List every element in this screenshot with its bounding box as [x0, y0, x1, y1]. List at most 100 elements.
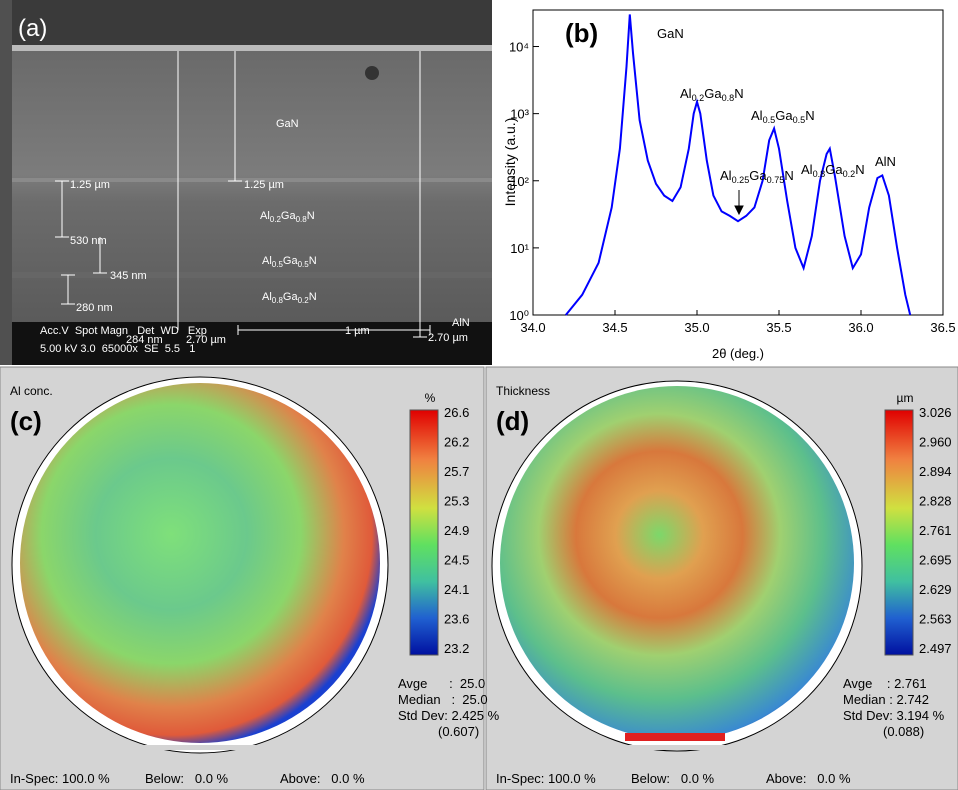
peak-label: Al0.25Ga0.75N [720, 168, 794, 185]
peak-label-part: Ga [704, 86, 722, 101]
peak-label-part: N [805, 108, 814, 123]
measure: 280 nm [76, 302, 113, 314]
scale-bar-label: 1 µm [345, 325, 370, 337]
layer-label: Al0.2Ga0.8N [260, 210, 315, 224]
layer-label: Al0.5Ga0.5N [262, 255, 317, 269]
y-tick-label: 10⁴ [509, 40, 529, 55]
measure: 2.70 µm [186, 334, 226, 346]
peak-label-part: Al [751, 108, 763, 123]
x-tick-label: 36.0 [848, 320, 873, 335]
measure: 284 nm [126, 334, 163, 346]
map-title: Thickness [496, 384, 550, 398]
peak-label: Al0.8Ga0.2N [801, 162, 865, 179]
scale-label: 2.497 [919, 641, 952, 656]
scale-label: 23.2 [444, 641, 469, 656]
scale-label: 2.960 [919, 435, 952, 450]
color-bar [409, 409, 439, 656]
stat: Avge : 2.761 [843, 676, 927, 691]
measure: 2.70 µm [428, 332, 468, 344]
footer: Below: 0.0 % [631, 771, 715, 786]
footer: Above: 0.0 % [280, 771, 365, 786]
scale-label: 26.6 [444, 405, 469, 420]
sem-info-bar [12, 322, 492, 365]
scale-label: 2.629 [919, 582, 952, 597]
stat: Median : 2.742 [843, 692, 929, 707]
xrd-panel: (b) 2θ (deg.) Intensity (a.u.) 34.0 34.5 3… [502, 9, 956, 361]
footer: Below: 0.0 % [145, 771, 229, 786]
scale-label: 25.3 [444, 494, 469, 509]
scale-label: 25.7 [444, 464, 469, 479]
stat: Median : 25.0 [398, 692, 488, 707]
y-axis-title: Intensity (a.u.) [502, 118, 518, 207]
unit: % [425, 391, 436, 405]
peak-label-part: N [734, 86, 743, 101]
wafer-flat [20, 745, 380, 750]
measure: 1.25 µm [244, 179, 284, 191]
sem-measure-lines [55, 51, 431, 338]
peak-label-part: Al [680, 86, 692, 101]
x-tick-label: 36.5 [930, 320, 955, 335]
map-title: Al conc. [10, 384, 53, 398]
map-panel [0, 366, 958, 790]
sem-panel: (a) GaN Al0.2Ga0.8N Al0.5Ga0.5N Al0.8Ga0… [0, 0, 492, 365]
peak-label-part: N [784, 168, 793, 183]
peak-label-part: 0.2 [692, 93, 705, 103]
x-axis-title: 2θ (deg.) [712, 346, 764, 361]
sem-interface [12, 272, 492, 278]
peak-label-part: Ga [749, 168, 767, 183]
scale-label: 2.894 [919, 464, 952, 479]
panel-label: (b) [565, 18, 598, 48]
sem-info: Acc.V Spot Magn Det WD Exp [40, 325, 207, 337]
arrow [734, 190, 744, 216]
sem-surface [12, 45, 492, 51]
peak-label-part: 0.8 [813, 169, 826, 179]
footer: In-Spec: 100.0 % [496, 771, 596, 786]
peak-label-part: 0.25 [732, 175, 750, 185]
layer-label: Al0.8Ga0.2N [262, 291, 317, 305]
measure: 345 nm [110, 270, 147, 282]
peak-label-part: 0.5 [793, 115, 806, 125]
stat: Avge : 25.0 [398, 676, 485, 691]
peak-label-part: Al [801, 162, 813, 177]
wafer-map [500, 386, 854, 740]
x-tick-label: 34.0 [520, 320, 545, 335]
stat: Std Dev: 3.194 % [843, 708, 945, 723]
scale-label: 2.695 [919, 553, 952, 568]
layer-label: AlN [452, 317, 470, 329]
stat: (0.607) [438, 724, 479, 739]
y-tick-label: 10⁰ [509, 308, 529, 323]
peak-label: Al0.5Ga0.5N [751, 108, 815, 125]
unit: µm [897, 391, 914, 405]
peak-label-part: Al [720, 168, 732, 183]
peak-label: Al0.2Ga0.8N [680, 86, 744, 103]
scale-label: 26.2 [444, 435, 469, 450]
footer: In-Spec: 100.0 % [10, 771, 110, 786]
wafer-flat [500, 745, 860, 750]
sem-particle [365, 66, 379, 80]
sem-layers [12, 51, 492, 326]
peak-label-part: Ga [825, 162, 843, 177]
scale-label: 2.828 [919, 494, 952, 509]
wafer-map [20, 383, 380, 743]
plot-frame [532, 9, 944, 316]
peak-label: AlN [875, 154, 896, 169]
scale-label: 23.6 [444, 612, 469, 627]
scale-label: 2.563 [919, 612, 952, 627]
x-tick-label: 35.0 [684, 320, 709, 335]
peak-label-part: 0.5 [763, 115, 776, 125]
scale-label: 24.9 [444, 523, 469, 538]
scale-label: 24.1 [444, 582, 469, 597]
peak-label-part: N [855, 162, 864, 177]
xrd-line [565, 14, 912, 316]
panel-label: (c) [10, 406, 42, 436]
wafer-edge-hot [625, 733, 725, 741]
x-tick-label: 35.5 [766, 320, 791, 335]
measure: 530 nm [70, 235, 107, 247]
peak-label-part: 0.75 [767, 175, 785, 185]
measure: 1.25 µm [70, 179, 110, 191]
stat: (0.088) [883, 724, 924, 739]
peak-label: GaN [657, 26, 684, 41]
sem-top [12, 0, 492, 45]
sem-info: 5.00 kV 3.0 65000x SE 5.5 1 [40, 343, 195, 355]
sem-interface [12, 178, 492, 182]
